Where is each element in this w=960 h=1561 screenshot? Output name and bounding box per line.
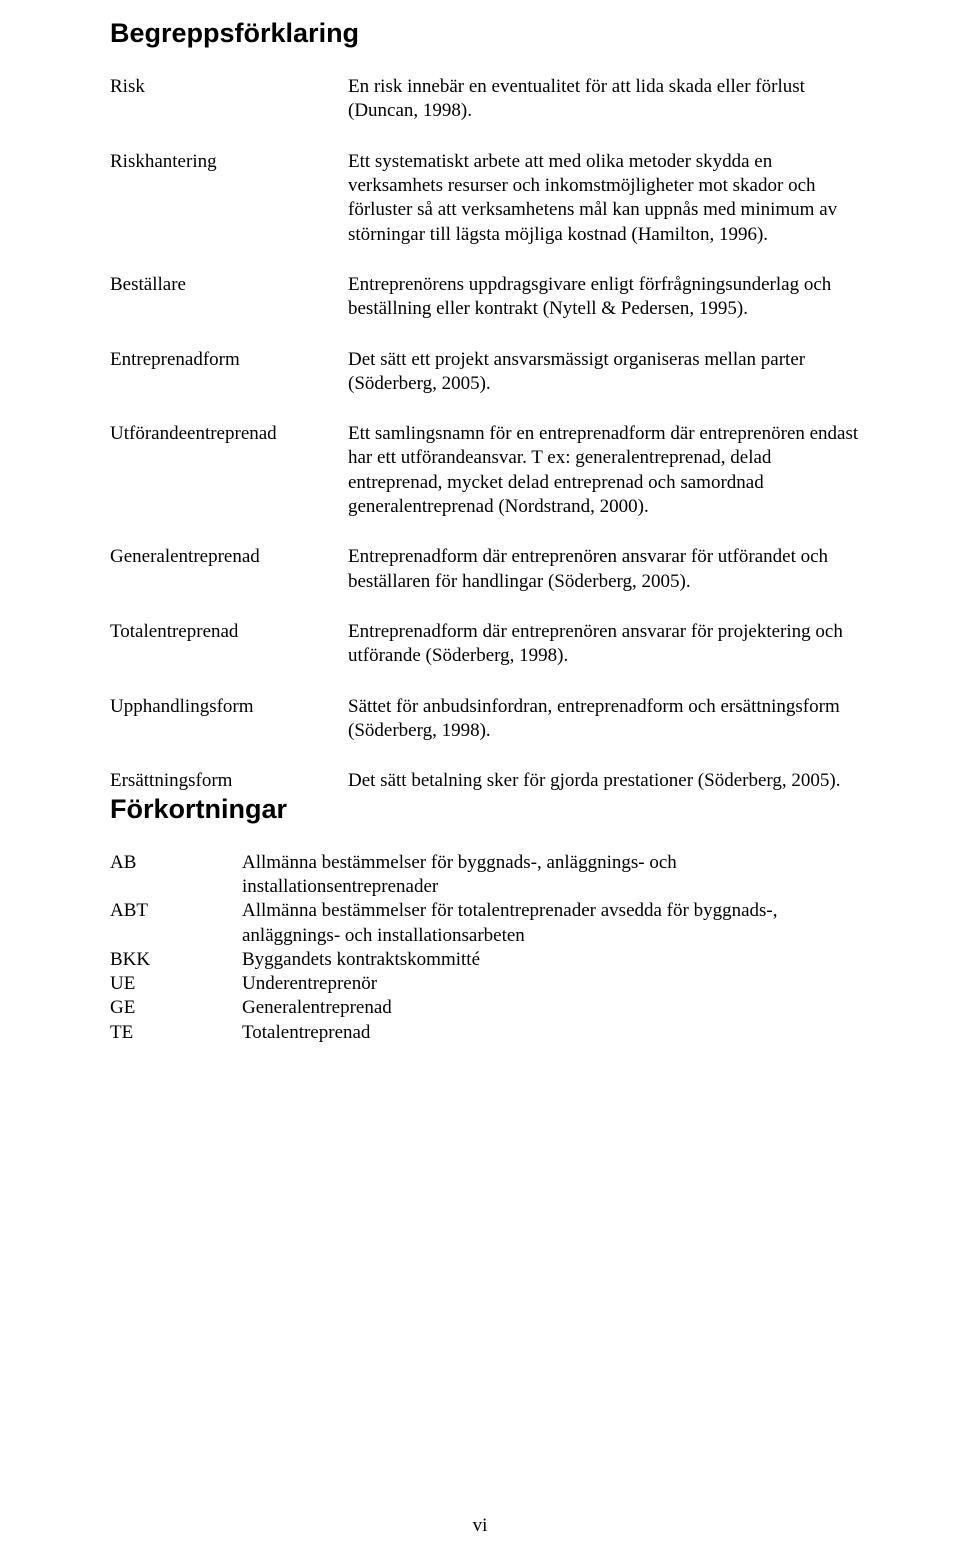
abbreviation-term: GE: [110, 996, 228, 1020]
abbreviation-term: ABT: [110, 899, 228, 948]
definition-text: Ett systematiskt arbete att med olika me…: [348, 150, 870, 247]
document-page: Begreppsförklaring Risk En risk innebär …: [0, 0, 960, 1561]
definition-text: Entreprenörens uppdragsgivare enligt för…: [348, 273, 870, 322]
definition-term: Beställare: [110, 273, 334, 322]
abbreviations-list: AB Allmänna bestämmelser för byggnads-, …: [110, 851, 870, 1046]
abbreviation-text: Allmänna bestämmelser för totalentrepren…: [242, 899, 870, 948]
definition-text: Det sätt ett projekt ansvarsmässigt orga…: [348, 348, 870, 397]
abbreviation-text: Generalentreprenad: [242, 996, 870, 1020]
page-number: vi: [0, 1515, 960, 1537]
definition-term: Entreprenadform: [110, 348, 334, 397]
heading-forkortningar: Förkortningar: [110, 794, 870, 825]
definition-text: Det sätt betalning sker för gjorda prest…: [348, 769, 870, 793]
definition-term: Ersättningsform: [110, 769, 334, 793]
abbreviation-text: Allmänna bestämmelser för byggnads-, anl…: [242, 851, 870, 900]
definition-term: Upphandlingsform: [110, 695, 334, 744]
definition-text: Ett samlingsnamn för en entreprenadform …: [348, 422, 870, 519]
heading-begreppsforklaring: Begreppsförklaring: [110, 18, 870, 49]
abbreviation-term: TE: [110, 1021, 228, 1045]
abbreviation-term: AB: [110, 851, 228, 900]
definition-term: Riskhantering: [110, 150, 334, 247]
abbreviation-text: Underentreprenör: [242, 972, 870, 996]
definitions-list: Risk En risk innebär en eventualitet för…: [110, 75, 870, 794]
definition-term: Generalentreprenad: [110, 545, 334, 594]
abbreviation-term: BKK: [110, 948, 228, 972]
definition-term: Utförandeentreprenad: [110, 422, 334, 519]
abbreviation-text: Byggandets kontraktskommitté: [242, 948, 870, 972]
abbreviation-term: UE: [110, 972, 228, 996]
definition-term: Totalentreprenad: [110, 620, 334, 669]
definition-text: Sättet för anbudsinfordran, entreprenadf…: [348, 695, 870, 744]
definition-text: En risk innebär en eventualitet för att …: [348, 75, 870, 124]
definition-text: Entreprenadform där entreprenören ansvar…: [348, 620, 870, 669]
abbreviation-text: Totalentreprenad: [242, 1021, 870, 1045]
definition-text: Entreprenadform där entreprenören ansvar…: [348, 545, 870, 594]
definition-term: Risk: [110, 75, 334, 124]
